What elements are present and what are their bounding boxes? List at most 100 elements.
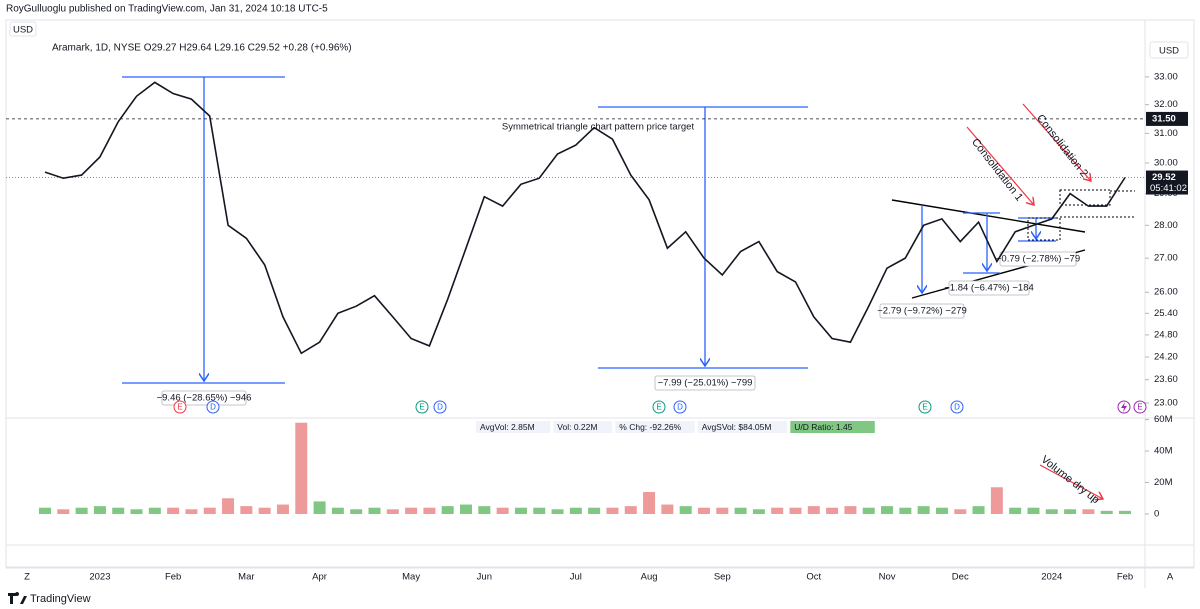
volume-bar	[533, 507, 546, 514]
event-label: E	[1137, 403, 1142, 412]
volume-bar	[771, 507, 784, 514]
volume-bar	[1082, 509, 1095, 514]
volume-bar	[881, 506, 894, 514]
volume-bar	[716, 507, 729, 514]
volume-bar	[75, 507, 88, 514]
volume-bar	[240, 506, 253, 514]
x-tick-label: Sep	[714, 572, 731, 583]
event-label: E	[656, 403, 661, 412]
event-marker[interactable]	[918, 400, 932, 414]
volume-bar	[350, 509, 363, 514]
y-tick-label: 30.00	[1154, 157, 1178, 168]
stat-box	[553, 421, 613, 433]
event-label: D	[954, 403, 960, 412]
x-tick-label: Feb	[165, 572, 181, 583]
currency-button[interactable]	[9, 21, 37, 37]
volume-bar	[624, 506, 637, 514]
volume-bar	[1119, 510, 1131, 514]
measure-label: −2.79 (−9.72%) −279	[877, 306, 967, 317]
consolidation-boxes	[1027, 189, 1135, 241]
stat-text: U/D Ratio: 1.45	[794, 422, 852, 432]
arrow	[966, 126, 1034, 205]
stat-text: AvgSVol: $84.05M	[702, 422, 772, 432]
event-marker[interactable]	[173, 400, 187, 414]
publisher: RoyGulluoglu published on TradingView.co…	[6, 4, 328, 15]
volume-bar	[148, 507, 161, 514]
volume-bar	[569, 507, 582, 514]
event-label: D	[677, 403, 683, 412]
event-label: E	[419, 403, 424, 412]
currency-left[interactable]: USD	[13, 25, 33, 36]
stat-text: AvgVol: 2.85M	[480, 422, 535, 432]
y-tick-label: 0	[1154, 509, 1159, 520]
volume-bar	[917, 506, 930, 514]
volume-bar	[441, 506, 454, 514]
currency-button[interactable]	[1149, 41, 1189, 59]
x-tick-label: Nov	[879, 572, 896, 583]
volume-bar	[203, 507, 216, 514]
stat-box	[697, 421, 788, 433]
event-marker[interactable]	[415, 400, 429, 414]
y-tick-label: 40M	[1154, 446, 1173, 457]
measure-4: −1.84 (−6.47%) −184	[944, 212, 1034, 296]
volume-bar	[295, 422, 308, 514]
volume-stats: AvgVol: 2.85M Vol: 0.22M % Chg: -92.26% Avg…	[476, 421, 875, 433]
volume-bar	[844, 506, 857, 514]
volume-bar	[222, 498, 235, 514]
x-tick-label: Apr	[312, 572, 327, 583]
volume-bar	[1045, 509, 1058, 514]
volume-bar	[899, 507, 912, 514]
x-tick-label: 2023	[89, 572, 110, 583]
y-tick-label: 25.40	[1154, 308, 1178, 319]
volume-bar	[752, 509, 765, 514]
volume-bar	[697, 507, 710, 514]
y-tick-label: 60M	[1154, 414, 1173, 425]
stat-box	[615, 421, 695, 433]
event-label: E	[922, 403, 927, 412]
y-tick-label: 24.80	[1154, 329, 1178, 340]
volume-bar	[405, 507, 418, 514]
volume-bar	[679, 506, 692, 514]
auto-button[interactable]: A	[1167, 572, 1174, 583]
volume-bar	[258, 507, 271, 514]
volume-bar	[1100, 510, 1113, 514]
volume-bar	[935, 507, 948, 514]
volume-bar	[862, 507, 875, 514]
y-tick-label: 24.20	[1154, 352, 1178, 363]
event-marker[interactable]	[1133, 400, 1147, 414]
volume-bar	[368, 507, 381, 514]
x-tick-label: Mar	[238, 572, 254, 583]
volume-bar	[39, 507, 51, 514]
event-label: D	[210, 403, 216, 412]
volume-bar	[112, 507, 125, 514]
volume-bar	[972, 506, 985, 514]
symbol-legend: Aramark, 1D, NYSE O29.27 H29.64 L29.16 C…	[52, 43, 352, 54]
event-marker[interactable]	[950, 400, 964, 414]
volume-bar	[496, 507, 509, 514]
trendline	[891, 199, 1086, 233]
volume-bar	[551, 509, 564, 514]
event-marker[interactable]	[433, 400, 447, 414]
measure-2: −7.99 (−25.01%) −799	[598, 106, 808, 391]
zoom-button[interactable]: Z	[24, 572, 30, 583]
volume-bar	[386, 509, 399, 514]
event-marker[interactable]	[206, 400, 220, 414]
volume-bar	[807, 506, 820, 514]
last-price-tag	[1146, 170, 1188, 195]
currency-right[interactable]: USD	[1159, 46, 1179, 57]
measure-label: −9.46 (−28.65%) −946	[157, 393, 252, 404]
event-marker[interactable]	[652, 400, 666, 414]
y-tick-label: 23.60	[1154, 374, 1178, 385]
price-line-tag	[1146, 111, 1188, 126]
event-marker[interactable]	[673, 400, 687, 414]
x-tick-label: May	[402, 572, 420, 583]
price-line-series	[44, 81, 1126, 355]
countdown: 05:41:02	[1150, 183, 1187, 194]
volume-bar	[57, 509, 70, 514]
x-tick-label: Aug	[641, 572, 658, 583]
volume-bar	[460, 504, 473, 514]
volume-bar	[734, 507, 747, 514]
measure-label: −7.99 (−25.01%) −799	[658, 378, 753, 389]
volume-bar	[185, 509, 198, 514]
volume-bar	[588, 507, 601, 514]
